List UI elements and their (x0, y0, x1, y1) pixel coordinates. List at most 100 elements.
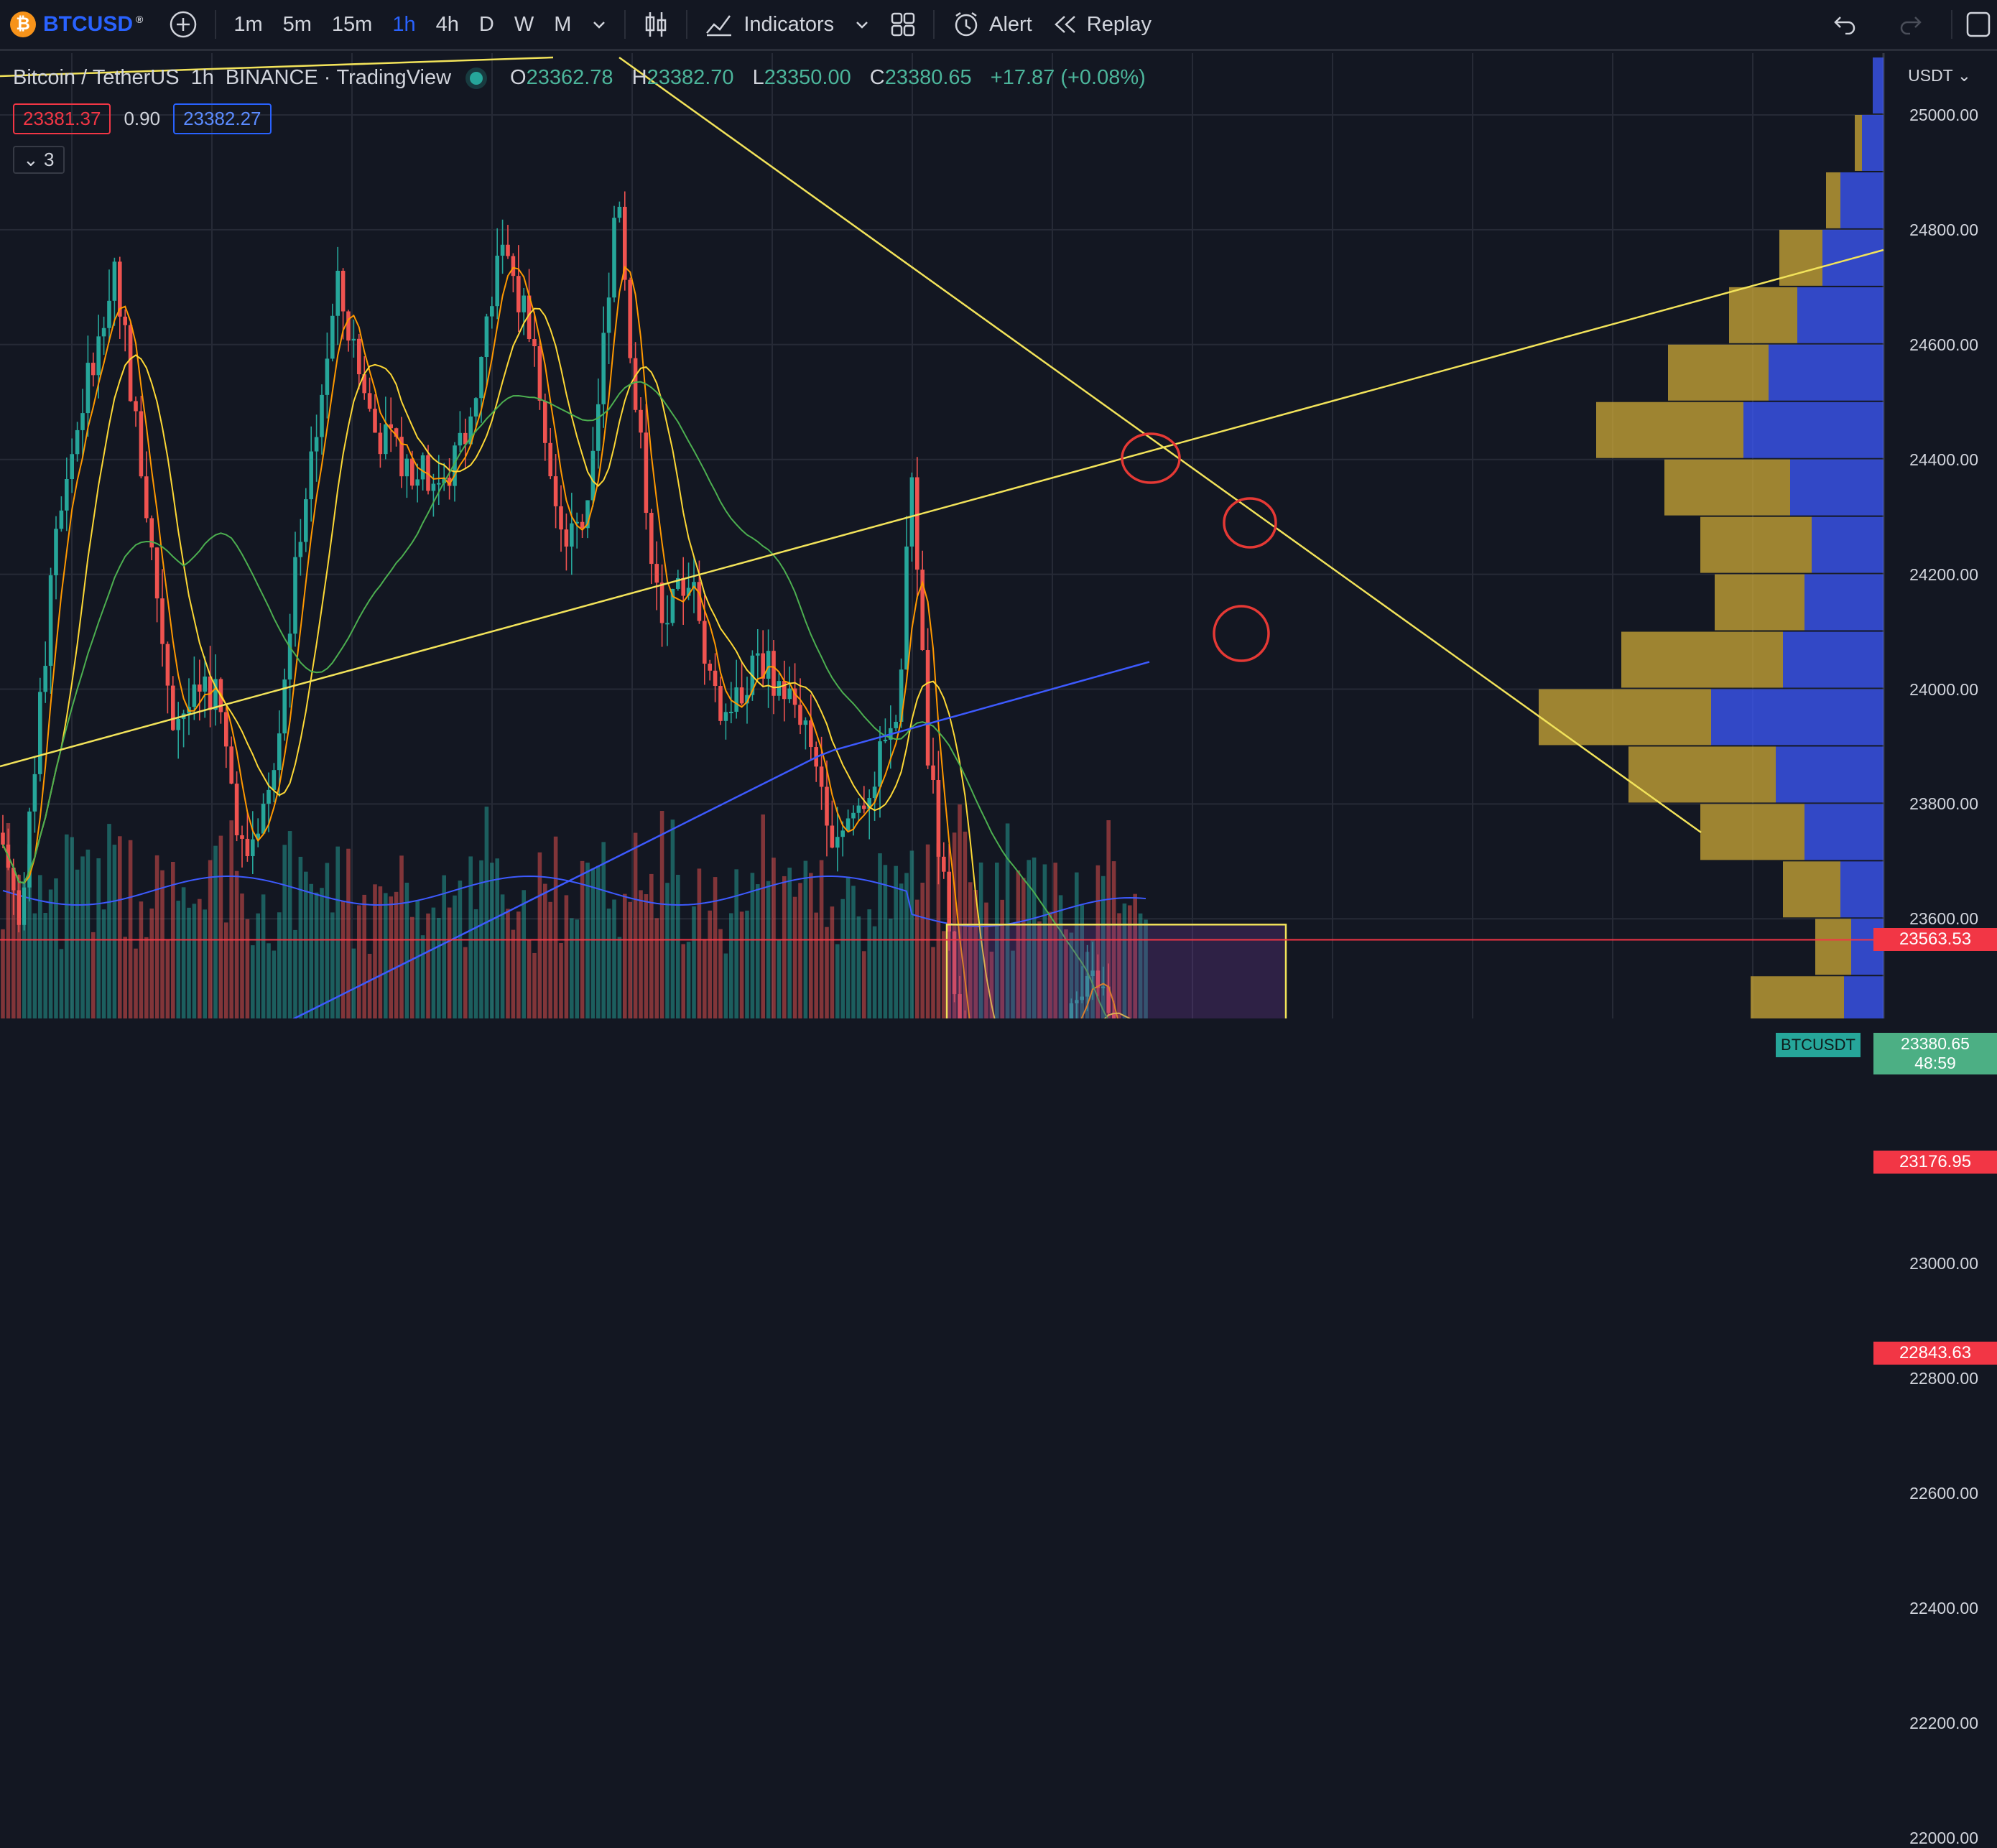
volume-profile-sell (1664, 459, 1790, 516)
symbol-label: BTCUSD (43, 12, 133, 36)
indicators-dropdown[interactable] (844, 0, 880, 50)
volume-bar (442, 875, 446, 1018)
sell-price-button[interactable]: 23381.37 (13, 103, 111, 134)
candle-body (118, 261, 122, 317)
volume-bar (596, 865, 601, 1018)
indicators-collapse-button[interactable]: ⌄ 3 (13, 146, 65, 174)
replay-button[interactable]: Replay (1042, 0, 1162, 50)
volume-bar (809, 873, 813, 1018)
chart-type-button[interactable] (633, 0, 679, 50)
volume-bar (367, 953, 372, 1018)
volume-bar (128, 840, 133, 1018)
volume-bar (708, 910, 712, 1018)
volume-bar (590, 868, 596, 1018)
add-symbol-button[interactable] (143, 0, 208, 50)
candle-body (883, 739, 888, 742)
timeframe-1m[interactable]: 1m (233, 12, 263, 36)
volume-bar (394, 891, 399, 1018)
candle-body (399, 437, 404, 477)
timeframe-dropdown[interactable] (581, 0, 617, 50)
candle-body (537, 345, 542, 401)
volume-bar (1032, 857, 1037, 1018)
candle-body (80, 413, 85, 430)
volume-profile-sell (1815, 919, 1851, 975)
volume-bar (22, 881, 27, 1018)
volume-bar (27, 844, 32, 1018)
volume-bar (59, 949, 64, 1018)
volume-bar (623, 893, 627, 1018)
candle-body (904, 546, 909, 670)
level-price-tag: 23176.95 (1873, 1150, 1997, 1174)
layout-button[interactable] (880, 0, 926, 50)
candle-body (585, 500, 590, 529)
indicators-button[interactable]: Indicators (695, 0, 844, 50)
candle-body (75, 430, 80, 455)
candle-body (782, 681, 787, 700)
currency-dropdown[interactable]: USDT ⌄ (1908, 66, 1971, 85)
candle-body (101, 328, 106, 337)
buy-price-button[interactable]: 23382.27 (173, 103, 272, 134)
candle-body (803, 720, 808, 725)
price-chart[interactable] (0, 53, 1997, 1018)
volume-bar (973, 890, 978, 1018)
price-tick-label: 24600.00 (1909, 335, 1978, 354)
candle-body (229, 746, 233, 784)
candle-body (479, 357, 483, 399)
candle-body (43, 666, 47, 692)
undo-button[interactable] (1812, 0, 1878, 50)
volume-bars (1, 804, 1148, 1018)
candle-body (367, 393, 372, 409)
alert-button[interactable]: Alert (942, 0, 1042, 50)
legend-title[interactable]: Bitcoin / TetherUS (13, 66, 180, 89)
timeframe-5m[interactable]: 5m (282, 12, 312, 36)
volume-bar (304, 871, 308, 1018)
timeframe-4h[interactable]: 4h (435, 12, 459, 36)
symbol-search-button[interactable]: ₿ BTCUSD ® (0, 11, 143, 37)
candlesticks (1, 191, 1116, 1018)
legend-source: TradingView (336, 66, 452, 89)
volume-bar (101, 909, 106, 1018)
volume-bar (261, 894, 266, 1018)
volume-bar (144, 937, 149, 1018)
candle-body (925, 650, 930, 766)
candle-body (878, 741, 882, 787)
candle-body (415, 479, 420, 486)
price-tick-label: 24400.00 (1909, 450, 1978, 469)
volume-bar (1095, 865, 1101, 1018)
candle-body (384, 424, 388, 455)
volume-bar (649, 873, 654, 1018)
indicators-icon (706, 15, 732, 37)
candle-body (65, 478, 69, 511)
candle-body (623, 206, 627, 280)
candle-body (681, 577, 685, 596)
legend-exchange: BINANCE (225, 66, 318, 89)
candle-body (697, 582, 702, 621)
alert-clock-icon (955, 11, 978, 37)
volume-profile-sell (1729, 287, 1797, 343)
toolbar-separator (686, 10, 688, 39)
volume-bar (463, 947, 468, 1018)
timeframe-chevron-icon (593, 22, 606, 29)
volume-bar (825, 927, 829, 1018)
timeframe-d[interactable]: D (478, 12, 494, 36)
volume-bar (564, 895, 569, 1018)
candle-body (22, 887, 27, 925)
legend-interval: 1h (190, 66, 214, 89)
volume-bar (346, 848, 351, 1018)
volume-bar (559, 942, 563, 1018)
timeframe-w[interactable]: W (514, 12, 534, 36)
fullscreen-button[interactable] (1960, 0, 1997, 50)
candle-body (1101, 986, 1106, 988)
timeframe-1h[interactable]: 1h (392, 12, 416, 36)
volume-bar (830, 906, 835, 1018)
candle-body (394, 428, 399, 437)
timeframe-15m[interactable]: 15m (331, 12, 373, 36)
volume-profile (1539, 57, 1884, 1018)
redo-button[interactable] (1878, 0, 1944, 50)
timeframe-m[interactable]: M (554, 12, 572, 36)
candle-body (787, 688, 792, 700)
volume-bar (1144, 919, 1148, 1018)
volume-bar (134, 948, 138, 1018)
candle-body (495, 255, 499, 307)
volume-bar (968, 882, 973, 1018)
